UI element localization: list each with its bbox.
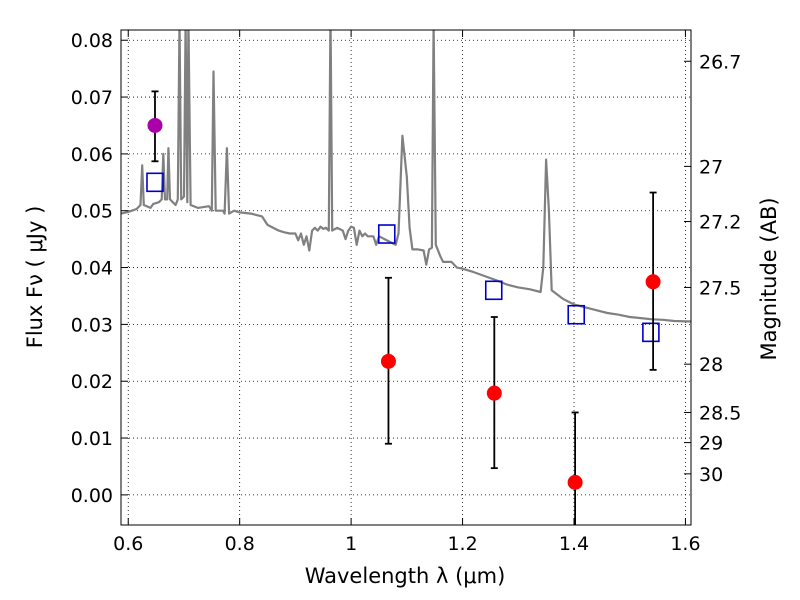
y2-tick-label: 29: [699, 433, 723, 455]
x-tick-label: 0.6: [113, 533, 143, 555]
x-axis-title: Wavelength λ (μm): [305, 564, 506, 588]
y-tick-label: 0.05: [71, 201, 113, 223]
y-tick-label: 0.01: [71, 428, 113, 450]
model-photometry-square: [642, 322, 660, 343]
y2-tick-label: 27.2: [699, 212, 741, 234]
plot-area: [121, 30, 691, 525]
observed-photometry-point: [380, 353, 396, 369]
model-sed-line: [121, 30, 691, 323]
y-axis-title: Flux Fν ( μJy ): [23, 206, 47, 349]
observed-photometry-point: [645, 274, 661, 290]
y2-axis-title: Magnitude (AB): [757, 197, 781, 360]
model-photometry-square: [567, 304, 586, 325]
y2-tick-label: 30: [699, 464, 723, 486]
observed-photometry-point: [486, 385, 502, 401]
grid-lines: [121, 30, 691, 525]
y-tick-label: 0.07: [71, 87, 113, 109]
x-tick-label: 1: [345, 533, 357, 555]
plot-frame: [120, 29, 692, 526]
observed-photometry-point: [567, 474, 583, 490]
y2-axis: 26.7 27 27.2 27.5 28 28.5 29 30: [684, 51, 741, 486]
y-tick-label: 0.04: [71, 258, 113, 280]
y-tick-label: 0.03: [71, 314, 113, 336]
x-axis: 0.6 0.8 1 1.2 1.4 1.6: [113, 30, 701, 555]
y2-tick-label: 28.5: [699, 402, 741, 424]
model-photometry-square: [146, 172, 164, 193]
y-tick-label: 0.02: [71, 371, 113, 393]
y2-tick-label: 28: [699, 354, 723, 376]
model-photometry-square: [484, 280, 503, 301]
y2-tick-label: 27.5: [699, 277, 741, 299]
x-tick-label: 1.2: [447, 533, 477, 555]
y-tick-label: 0.00: [71, 485, 113, 507]
y-tick-label: 0.08: [71, 30, 113, 52]
y2-tick-label: 27: [699, 156, 723, 178]
x-tick-label: 1.4: [559, 533, 589, 555]
y2-tick-label: 26.7: [699, 51, 741, 73]
y-axis: 0.00 0.01 0.02 0.03 0.04 0.05 0.06 0.07 0.08: [71, 30, 128, 507]
y-tick-label: 0.06: [71, 144, 113, 166]
x-tick-label: 1.6: [670, 533, 700, 555]
x-tick-label: 0.8: [225, 533, 255, 555]
observed-photometry-point: [147, 117, 163, 133]
model-photometry-square: [377, 224, 396, 244]
